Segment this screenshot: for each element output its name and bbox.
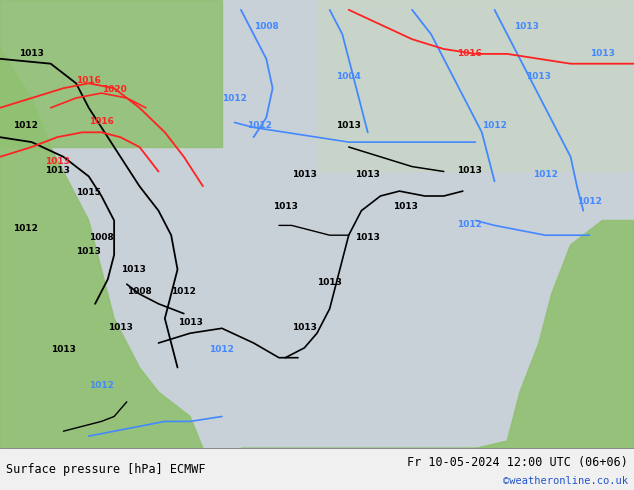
Text: 1008: 1008 bbox=[89, 233, 114, 242]
Text: 1004: 1004 bbox=[336, 72, 361, 81]
Text: 1013: 1013 bbox=[317, 278, 342, 287]
Polygon shape bbox=[241, 220, 634, 448]
Text: 1013: 1013 bbox=[76, 246, 101, 256]
Text: 1020: 1020 bbox=[101, 85, 127, 94]
Text: ©weatheronline.co.uk: ©weatheronline.co.uk bbox=[503, 476, 628, 486]
Text: 1012: 1012 bbox=[247, 121, 273, 130]
Text: 1012: 1012 bbox=[533, 171, 558, 179]
Text: 1013: 1013 bbox=[456, 166, 482, 175]
Text: 1012: 1012 bbox=[171, 287, 197, 296]
Text: 1013: 1013 bbox=[273, 202, 298, 211]
Text: 1016: 1016 bbox=[456, 49, 482, 58]
Text: 1016: 1016 bbox=[89, 117, 114, 125]
Text: 1015: 1015 bbox=[76, 188, 101, 197]
Text: 1008: 1008 bbox=[127, 287, 152, 296]
Text: 1013: 1013 bbox=[393, 202, 418, 211]
Text: 1013: 1013 bbox=[44, 157, 70, 166]
FancyBboxPatch shape bbox=[0, 0, 634, 448]
Text: 1012: 1012 bbox=[13, 224, 38, 233]
Text: 1012: 1012 bbox=[209, 345, 235, 354]
Text: 1013: 1013 bbox=[526, 72, 552, 81]
FancyBboxPatch shape bbox=[0, 448, 634, 490]
Polygon shape bbox=[317, 0, 634, 172]
Text: 1016: 1016 bbox=[76, 76, 101, 85]
Text: 1013: 1013 bbox=[514, 23, 539, 31]
Text: Surface pressure [hPa] ECMWF: Surface pressure [hPa] ECMWF bbox=[6, 463, 206, 476]
Text: 1013: 1013 bbox=[19, 49, 44, 58]
Text: 1013: 1013 bbox=[336, 121, 361, 130]
Text: 1013: 1013 bbox=[355, 171, 380, 179]
Polygon shape bbox=[0, 0, 222, 147]
Text: 1012: 1012 bbox=[13, 121, 38, 130]
Text: 1013: 1013 bbox=[44, 166, 70, 175]
Text: 1013: 1013 bbox=[120, 265, 146, 273]
Polygon shape bbox=[0, 49, 203, 448]
Text: 1013: 1013 bbox=[178, 318, 203, 327]
Text: 1008: 1008 bbox=[254, 23, 279, 31]
Text: 1013: 1013 bbox=[355, 233, 380, 242]
Text: 1013: 1013 bbox=[51, 345, 76, 354]
Text: 1013: 1013 bbox=[108, 323, 133, 332]
Text: 1012: 1012 bbox=[456, 220, 482, 229]
Text: 1012: 1012 bbox=[577, 197, 602, 206]
Text: 1012: 1012 bbox=[482, 121, 507, 130]
Text: Fr 10-05-2024 12:00 UTC (06+06): Fr 10-05-2024 12:00 UTC (06+06) bbox=[407, 456, 628, 469]
Text: 1013: 1013 bbox=[292, 171, 317, 179]
Text: 1013: 1013 bbox=[590, 49, 615, 58]
Text: 1013: 1013 bbox=[292, 323, 317, 332]
Text: 1012: 1012 bbox=[89, 381, 114, 390]
Text: 1012: 1012 bbox=[222, 94, 247, 103]
